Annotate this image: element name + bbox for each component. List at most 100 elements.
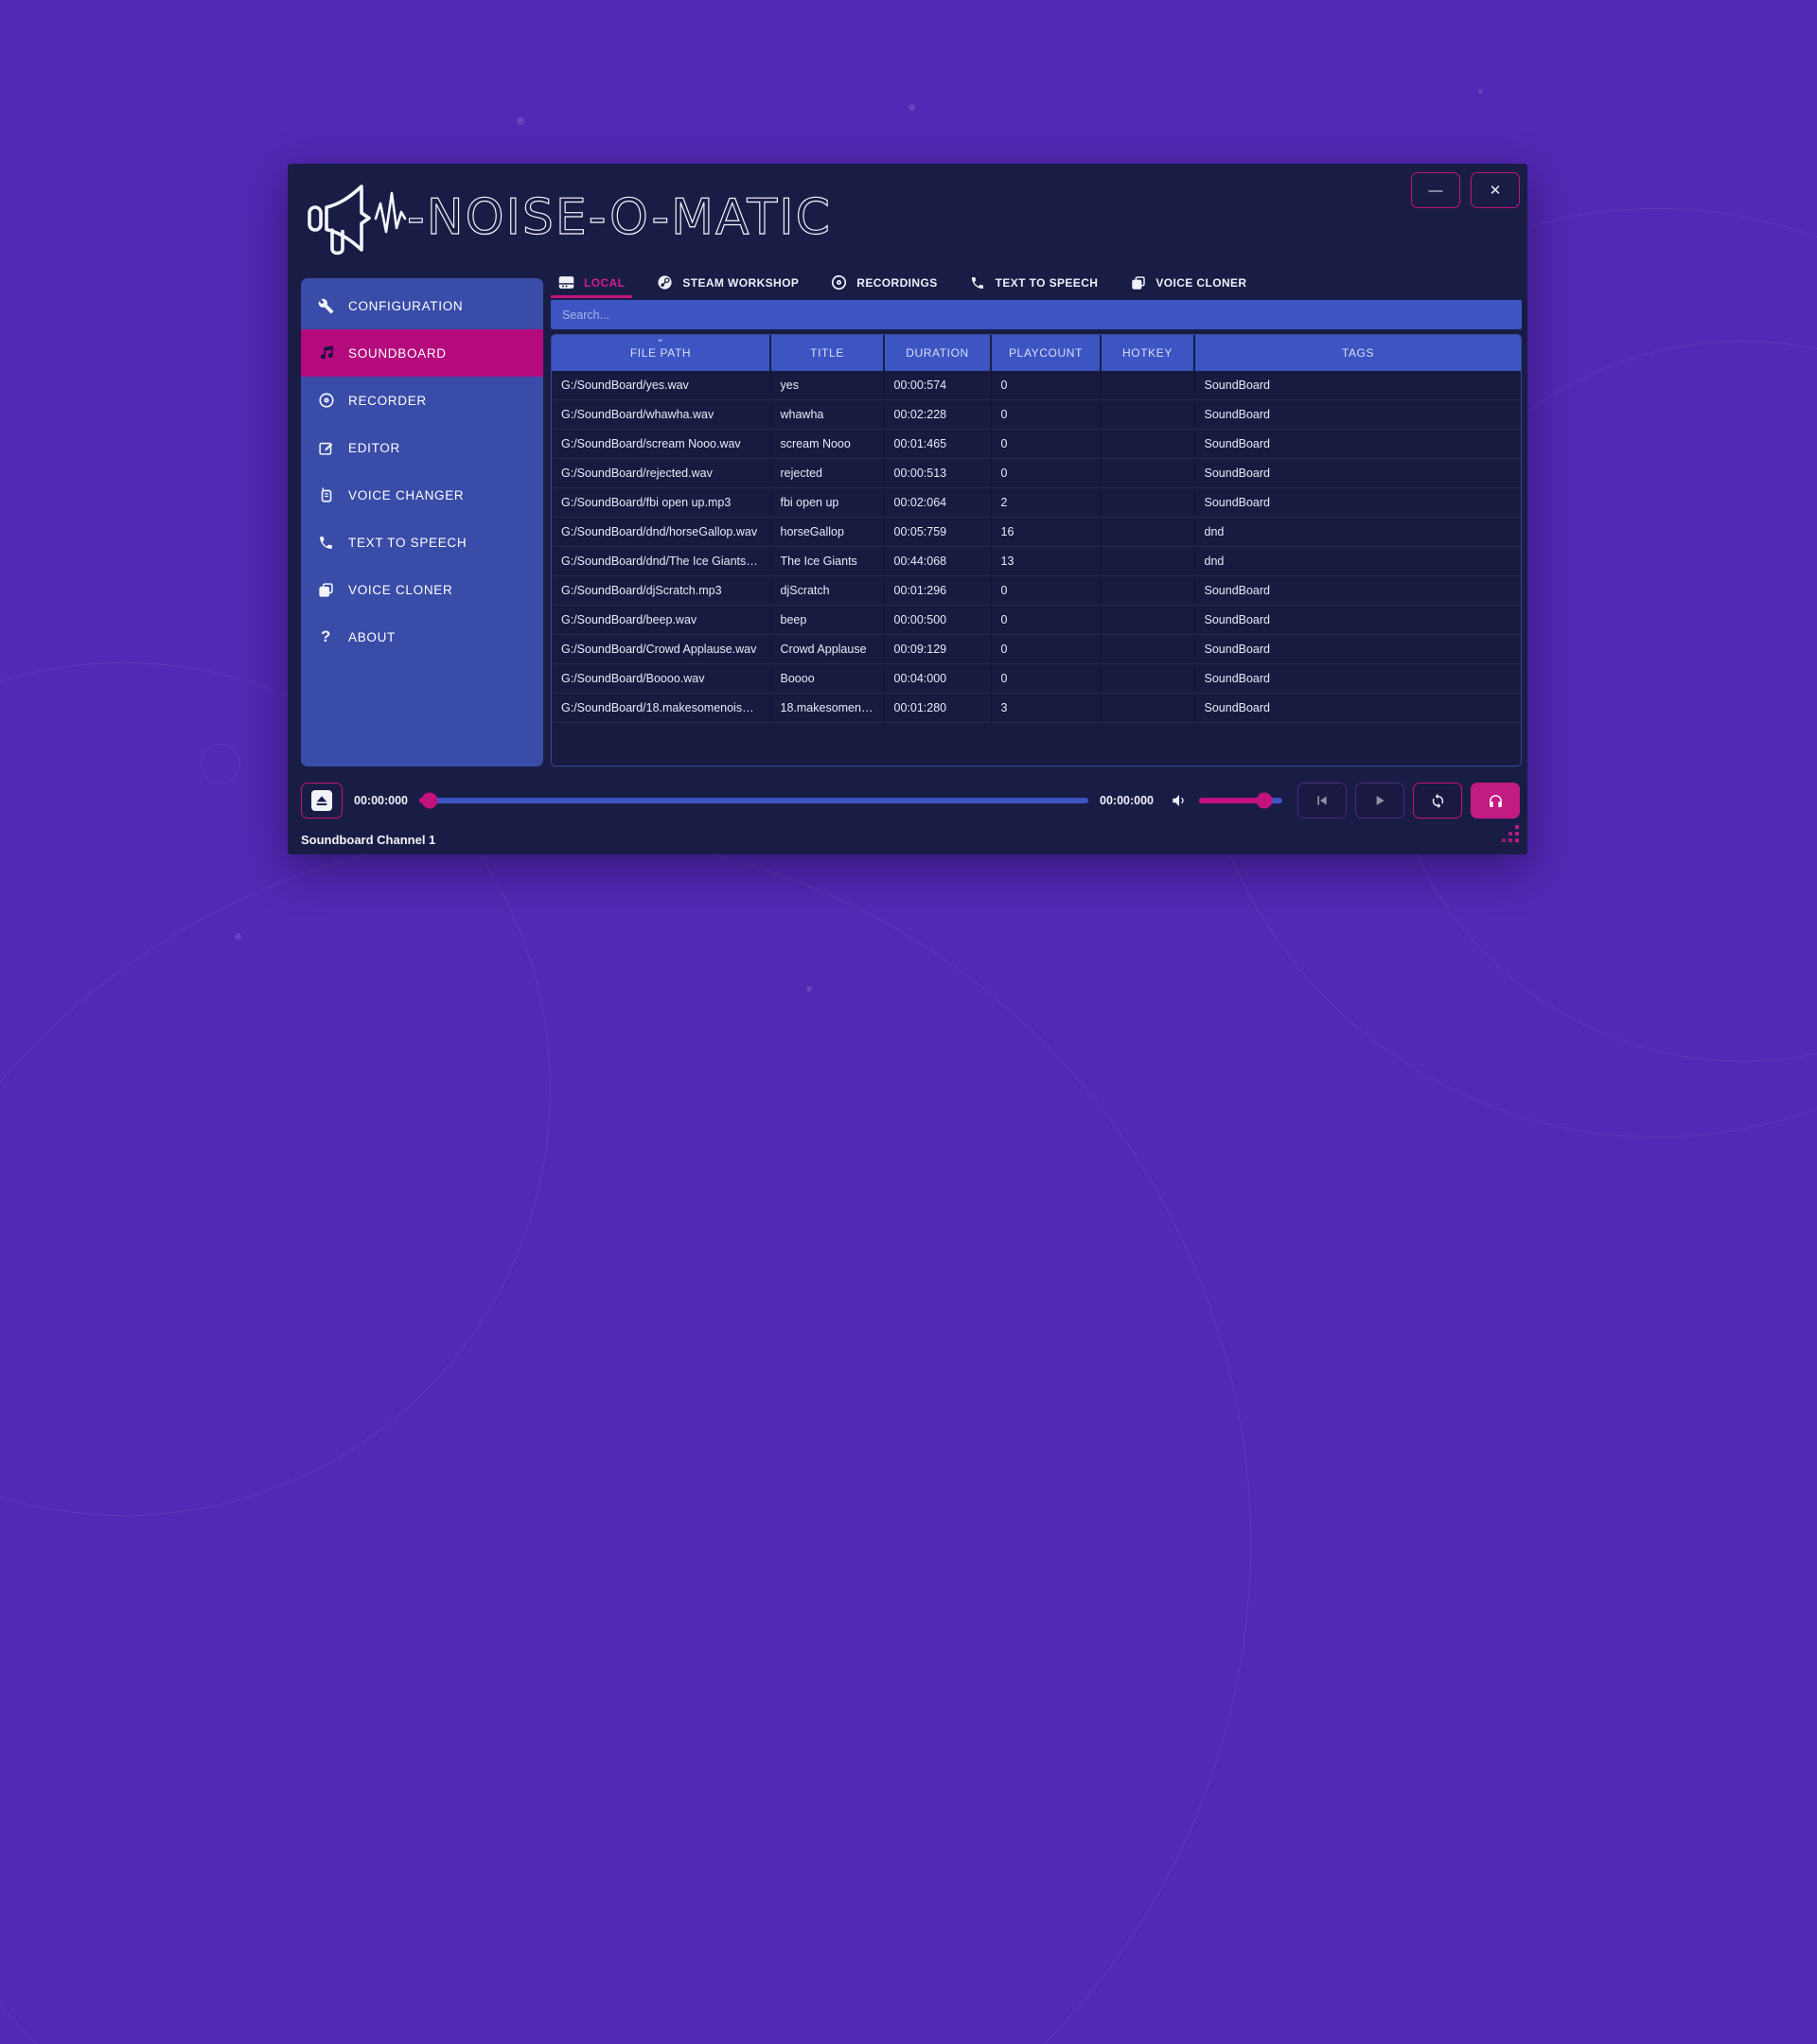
table-row[interactable]: G:/SoundBoard/beep.wav beep 00:00:500 0 … (552, 605, 1521, 635)
cell-hotkey[interactable] (1100, 458, 1194, 488)
cell-hotkey[interactable] (1100, 487, 1194, 518)
column-header-file-path[interactable]: ⌄ FILE PATH (552, 335, 770, 371)
cell-playcount[interactable]: 3 (990, 693, 1101, 723)
table-row[interactable]: G:/SoundBoard/scream Nooo.wav scream Noo… (552, 429, 1521, 459)
tab-recordings[interactable]: RECORDINGS (823, 270, 944, 298)
column-header-hotkey[interactable]: HOTKEY (1100, 335, 1194, 371)
cell-playcount[interactable]: 2 (990, 487, 1101, 518)
cell-playcount[interactable]: 13 (990, 546, 1101, 576)
volume-slider[interactable] (1199, 792, 1282, 809)
search-input[interactable] (551, 300, 1522, 329)
cell-title[interactable]: horseGallop (769, 517, 884, 547)
cell-duration[interactable]: 00:01:280 (883, 693, 991, 723)
title-bar[interactable]: -NOISE-O-MATIC — ✕ (288, 164, 1527, 270)
cell-title[interactable]: The Ice Giants (769, 546, 884, 576)
sidebar-item-soundboard[interactable]: SOUNDBOARD (301, 329, 543, 377)
cell-file-path[interactable]: G:/SoundBoard/whawha.wav (552, 399, 770, 430)
cell-duration[interactable]: 00:00:513 (883, 458, 991, 488)
cell-hotkey[interactable] (1100, 693, 1194, 723)
table-row[interactable]: G:/SoundBoard/rejected.wav rejected 00:0… (552, 458, 1521, 488)
cell-tags[interactable]: SoundBoard (1193, 458, 1521, 488)
cell-duration[interactable]: 00:05:759 (883, 517, 991, 547)
cell-hotkey[interactable] (1100, 575, 1194, 606)
cell-file-path[interactable]: G:/SoundBoard/beep.wav (552, 605, 770, 635)
sidebar-item-voice-cloner[interactable]: VOICE CLONER (301, 566, 543, 613)
cell-hotkey[interactable] (1100, 371, 1194, 400)
cell-duration[interactable]: 00:01:296 (883, 575, 991, 606)
cell-playcount[interactable]: 0 (990, 429, 1101, 459)
cell-hotkey[interactable] (1100, 399, 1194, 430)
cell-tags[interactable]: SoundBoard (1193, 693, 1521, 723)
cell-file-path[interactable]: G:/SoundBoard/scream Nooo.wav (552, 429, 770, 459)
cell-duration[interactable]: 00:00:574 (883, 371, 991, 400)
cell-file-path[interactable]: G:/SoundBoard/dnd/The Ice Giants.mp3 (552, 546, 770, 576)
cell-hotkey[interactable] (1100, 605, 1194, 635)
cell-duration[interactable]: 00:44:068 (883, 546, 991, 576)
sidebar-item-voice-changer[interactable]: VOICE CHANGER (301, 471, 543, 519)
tab-steam-workshop[interactable]: STEAM WORKSHOP (649, 270, 806, 298)
cell-title[interactable]: Boooo (769, 663, 884, 694)
sidebar-item-configuration[interactable]: CONFIGURATION (301, 282, 543, 329)
cell-hotkey[interactable] (1100, 634, 1194, 664)
cell-title[interactable]: whawha (769, 399, 884, 430)
cell-file-path[interactable]: G:/SoundBoard/rejected.wav (552, 458, 770, 488)
speaker-icon[interactable] (1171, 792, 1188, 809)
cell-tags[interactable]: SoundBoard (1193, 634, 1521, 664)
volume-slider-thumb[interactable] (1256, 792, 1273, 809)
cell-file-path[interactable]: G:/SoundBoard/dnd/horseGallop.wav (552, 517, 770, 547)
table-row[interactable]: G:/SoundBoard/dnd/The Ice Giants.mp3 The… (552, 546, 1521, 576)
eject-button[interactable] (301, 783, 343, 819)
cell-duration[interactable]: 00:02:228 (883, 399, 991, 430)
cell-hotkey[interactable] (1100, 429, 1194, 459)
table-row[interactable]: G:/SoundBoard/fbi open up.mp3 fbi open u… (552, 487, 1521, 518)
minimize-button[interactable]: — (1411, 172, 1460, 208)
cell-title[interactable]: Crowd Applause (769, 634, 884, 664)
cell-tags[interactable]: SoundBoard (1193, 487, 1521, 518)
cell-title[interactable]: rejected (769, 458, 884, 488)
cell-tags[interactable]: SoundBoard (1193, 399, 1521, 430)
cell-hotkey[interactable] (1100, 663, 1194, 694)
cell-title[interactable]: scream Nooo (769, 429, 884, 459)
cell-tags[interactable]: SoundBoard (1193, 575, 1521, 606)
repeat-button[interactable] (1413, 783, 1462, 819)
column-header-tags[interactable]: TAGS (1193, 335, 1521, 371)
cell-hotkey[interactable] (1100, 517, 1194, 547)
column-header-duration[interactable]: DURATION (883, 335, 991, 371)
cell-file-path[interactable]: G:/SoundBoard/djScratch.mp3 (552, 575, 770, 606)
cell-title[interactable]: djScratch (769, 575, 884, 606)
cell-duration[interactable]: 00:01:465 (883, 429, 991, 459)
cell-tags[interactable]: dnd (1193, 517, 1521, 547)
sidebar-item-recorder[interactable]: RECORDER (301, 377, 543, 424)
seek-slider-thumb[interactable] (421, 792, 438, 809)
table-row[interactable]: G:/SoundBoard/Crowd Applause.wav Crowd A… (552, 634, 1521, 664)
sidebar-item-text-to-speech[interactable]: TEXT TO SPEECH (301, 519, 543, 566)
tab-voice-cloner[interactable]: VOICE CLONER (1122, 270, 1254, 298)
cell-hotkey[interactable] (1100, 546, 1194, 576)
column-header-title[interactable]: TITLE (769, 335, 884, 371)
cell-title[interactable]: fbi open up (769, 487, 884, 518)
skip-to-start-button[interactable] (1297, 783, 1347, 819)
cell-playcount[interactable]: 0 (990, 458, 1101, 488)
cell-playcount[interactable]: 0 (990, 663, 1101, 694)
table-row[interactable]: G:/SoundBoard/djScratch.mp3 djScratch 00… (552, 575, 1521, 606)
cell-playcount[interactable]: 0 (990, 605, 1101, 635)
cell-playcount[interactable]: 0 (990, 371, 1101, 400)
play-button[interactable] (1355, 783, 1404, 819)
cell-tags[interactable]: SoundBoard (1193, 429, 1521, 459)
cell-file-path[interactable]: G:/SoundBoard/Crowd Applause.wav (552, 634, 770, 664)
cell-title[interactable]: beep (769, 605, 884, 635)
cell-title[interactable]: 18.makesomenoise (769, 693, 884, 723)
column-header-playcount[interactable]: PLAYCOUNT (990, 335, 1101, 371)
table-row[interactable]: G:/SoundBoard/Boooo.wav Boooo 00:04:000 … (552, 663, 1521, 694)
tab-local[interactable]: LOCAL (551, 270, 633, 298)
cell-file-path[interactable]: G:/SoundBoard/yes.wav (552, 371, 770, 400)
seek-slider[interactable] (419, 792, 1088, 809)
cell-file-path[interactable]: G:/SoundBoard/Boooo.wav (552, 663, 770, 694)
cell-playcount[interactable]: 16 (990, 517, 1101, 547)
cell-playcount[interactable]: 0 (990, 634, 1101, 664)
headphones-button[interactable] (1471, 783, 1520, 819)
cell-file-path[interactable]: G:/SoundBoard/18.makesomenoise.mp3 (552, 693, 770, 723)
close-button[interactable]: ✕ (1471, 172, 1520, 208)
table-row[interactable]: G:/SoundBoard/yes.wav yes 00:00:574 0 So… (552, 371, 1521, 400)
cell-duration[interactable]: 00:04:000 (883, 663, 991, 694)
